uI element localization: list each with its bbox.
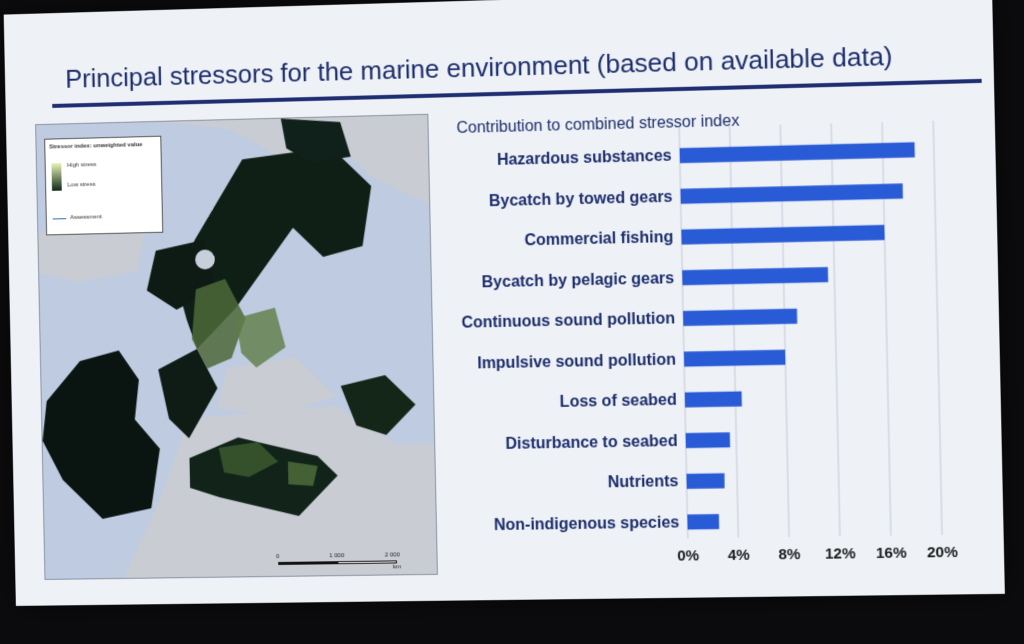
legend-high-label: High stress [67, 162, 96, 169]
bar [686, 432, 731, 448]
category-label: Bycatch by pelagic gears [482, 270, 675, 291]
map-legend: Stressor index: unweighted value High st… [44, 136, 163, 236]
legend-low-label: Low stress [67, 182, 95, 189]
bar [682, 267, 828, 285]
bar [681, 225, 884, 245]
scale-label-2000: 2 000 [385, 552, 400, 558]
category-label: Continuous sound pollution [461, 310, 675, 332]
presentation-slide: Principal stressors for the marine envir… [4, 0, 1005, 606]
x-tick-label: 4% [728, 548, 750, 565]
x-tick-label: 8% [778, 547, 800, 564]
bar [685, 391, 742, 407]
category-label: Commercial fishing [524, 229, 673, 250]
scale-label-1000: 1 000 [329, 553, 344, 559]
map-scale-bar: 0 1 000 2 000 km [278, 552, 407, 574]
category-label: Disturbance to seabed [505, 433, 677, 453]
category-label: Bycatch by towed gears [489, 188, 673, 210]
europe-stressor-map: Stressor index: unweighted value High st… [35, 114, 438, 580]
category-label: Loss of seabed [560, 392, 677, 411]
chart-ylabel: Contribution to combined stressor index [456, 112, 739, 137]
scale-label-0: 0 [276, 554, 279, 560]
bar [684, 350, 786, 367]
map-legend-title: Stressor index: unweighted value [49, 141, 156, 152]
assessment-line-swatch [53, 218, 67, 219]
x-tick-label: 0% [677, 548, 699, 565]
x-tick-label: 20% [927, 545, 958, 562]
category-label: Non-indigenous species [494, 514, 680, 534]
x-tick-label: 12% [825, 546, 856, 563]
category-label: Nutrients [608, 473, 679, 491]
stressor-bar-chart: Contribution to combined stressor index … [428, 87, 984, 591]
bar [680, 183, 902, 203]
bar [687, 514, 719, 530]
gridline-20 [933, 121, 942, 535]
legend-assessment-label: Assessment [70, 214, 102, 221]
stress-gradient-swatch [51, 163, 61, 191]
x-tick-label: 16% [876, 545, 907, 562]
category-label: Hazardous substances [497, 148, 672, 170]
bar [686, 473, 724, 489]
category-label: Impulsive sound pollution [477, 351, 676, 372]
scale-unit: km [393, 564, 401, 570]
bar [683, 309, 797, 326]
bar [680, 142, 915, 163]
